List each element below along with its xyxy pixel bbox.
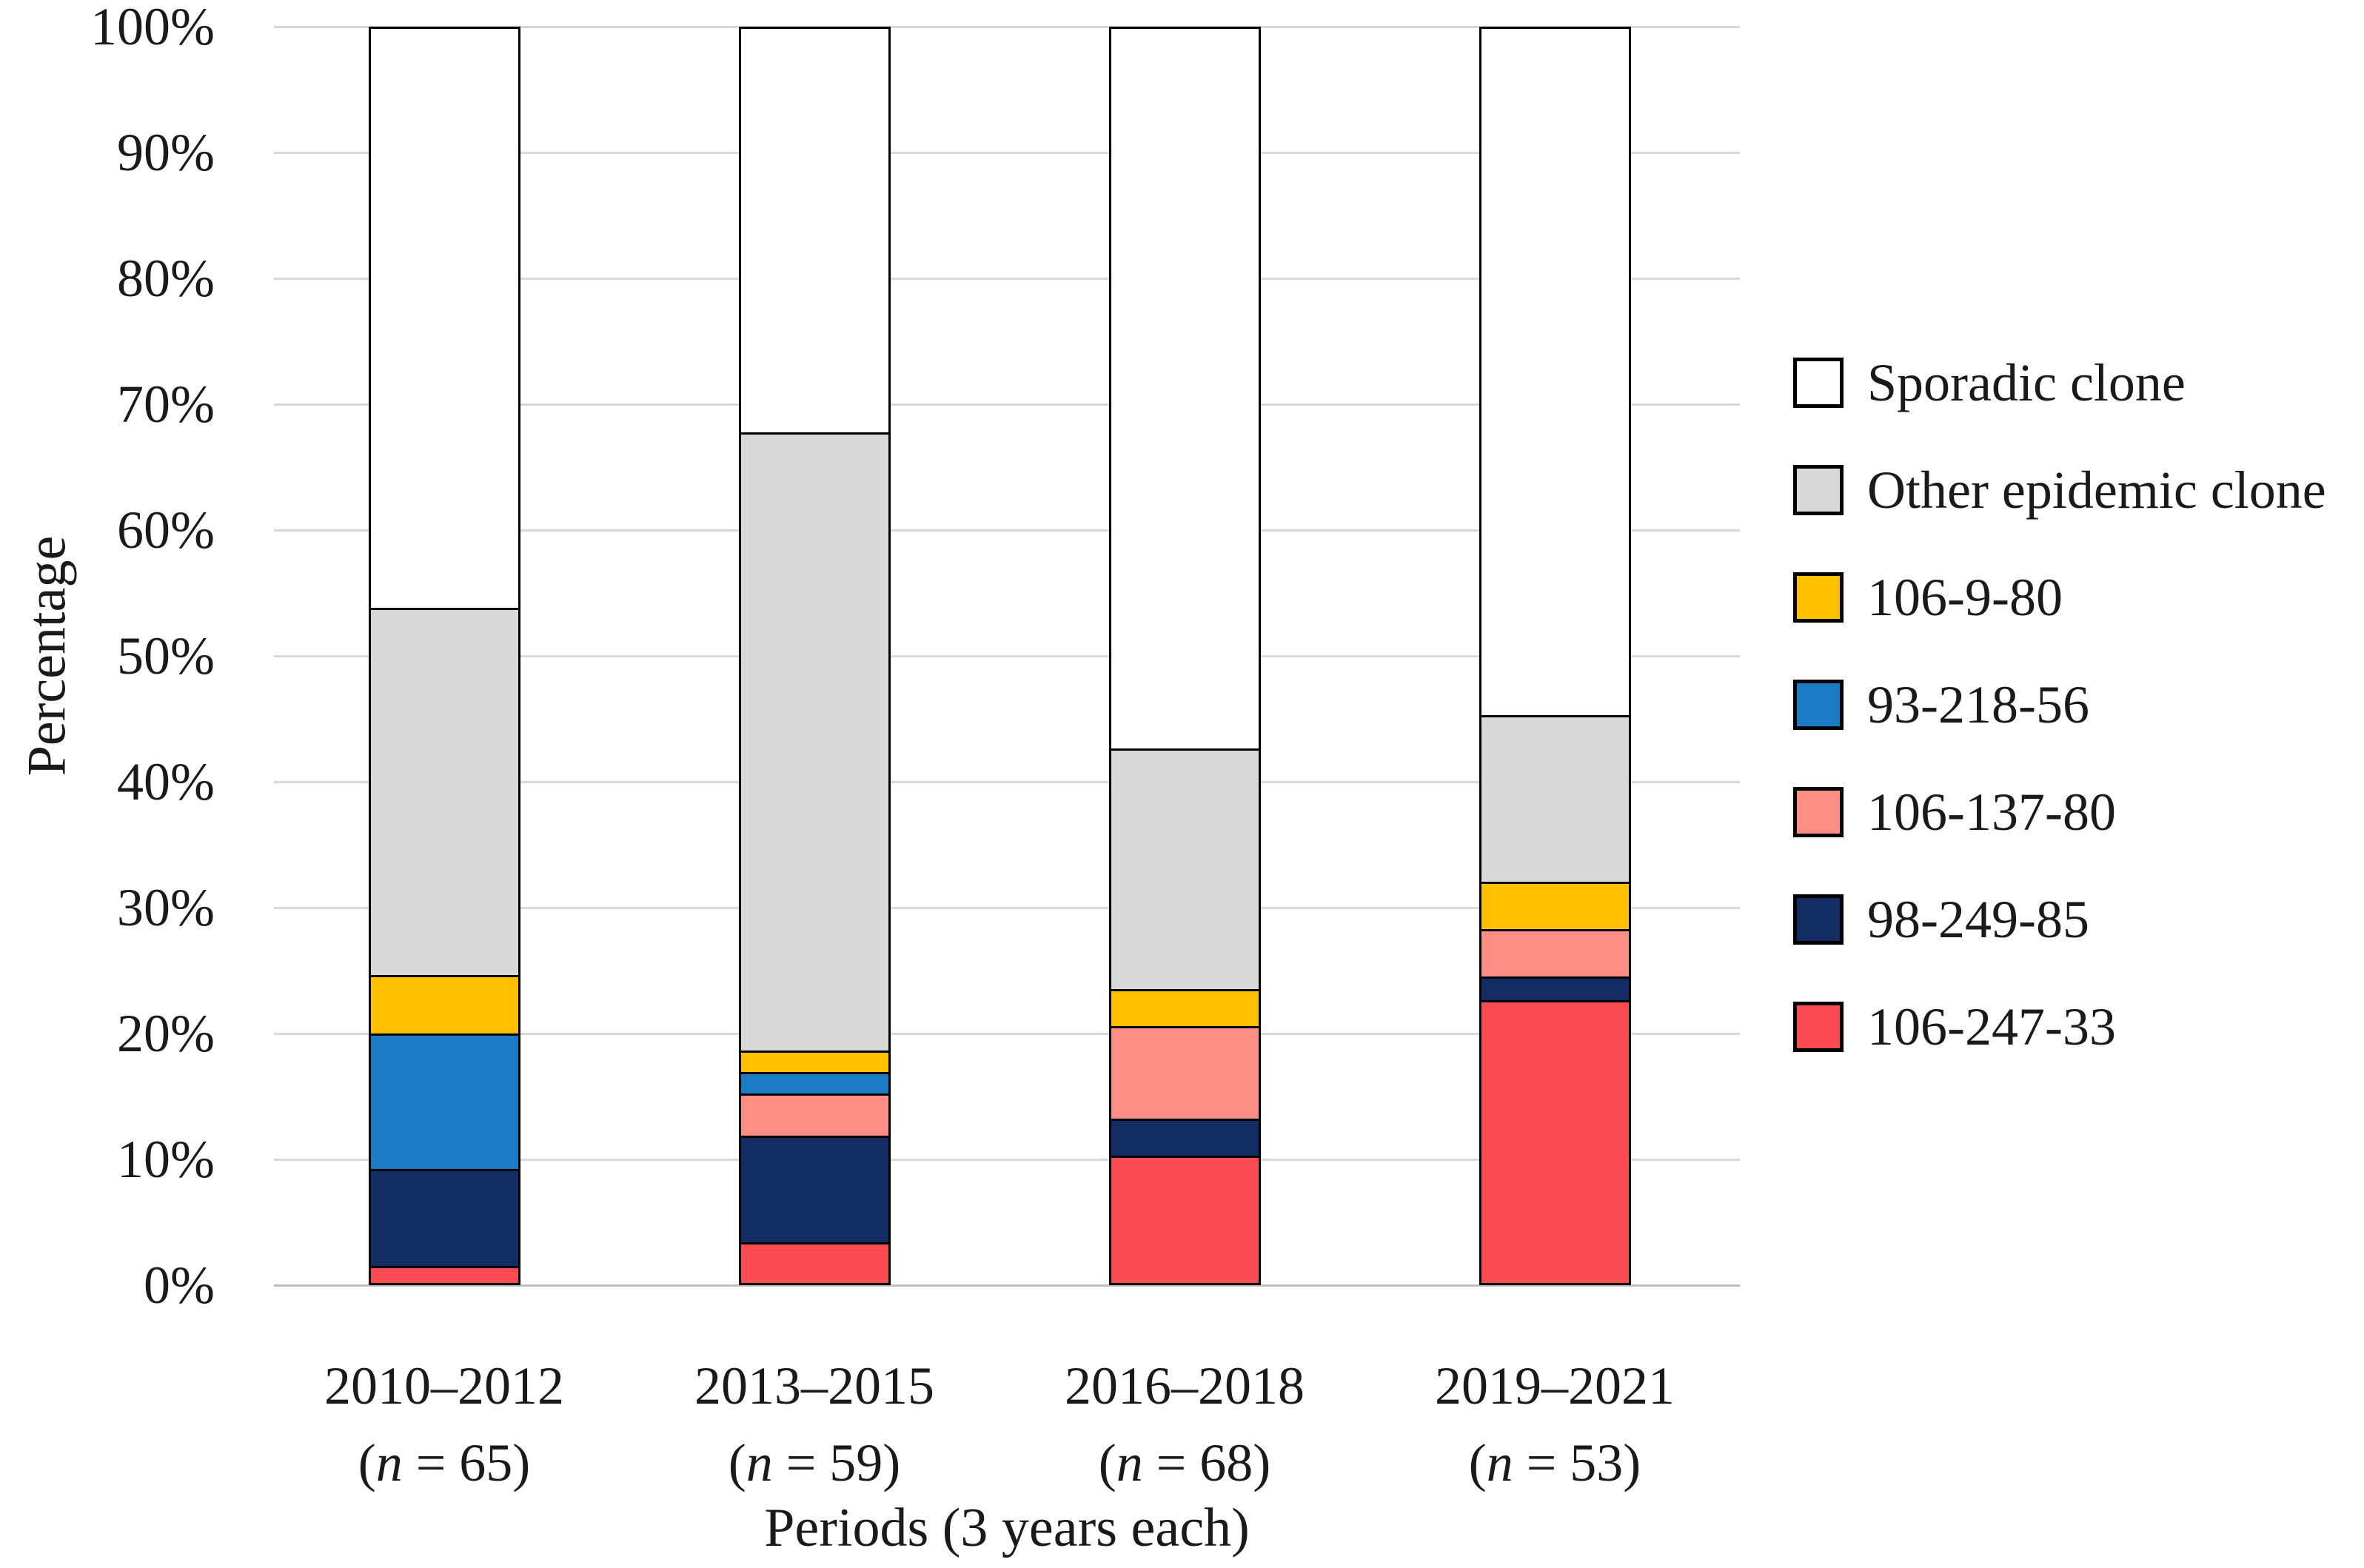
y-tick-label-40%: 40% bbox=[117, 752, 215, 811]
bar-segment-98-249-85 bbox=[1479, 976, 1631, 1003]
x-tick-label-2016–2018: 2016–2018 (n = 68) bbox=[948, 1355, 1422, 1494]
y-tick-label-10%: 10% bbox=[117, 1130, 215, 1189]
bar-segment-106-247-33 bbox=[1479, 1000, 1631, 1285]
x-tick-label-2010–2012: 2010–2012 (n = 65) bbox=[207, 1355, 681, 1494]
bar-segment-106-137-80 bbox=[1479, 928, 1631, 979]
gridline-50% bbox=[274, 654, 1740, 657]
bar-2016–2018 bbox=[1108, 27, 1261, 1285]
x-tick-years: 2013–2015 bbox=[694, 1356, 934, 1415]
bar-2019–2021 bbox=[1479, 27, 1631, 1285]
legend-swatch-icon bbox=[1793, 572, 1844, 623]
legend: Sporadic clone Other epidemic clone 106-9-… bbox=[1793, 354, 2326, 1056]
bar-segment-Other epidemic clone bbox=[368, 607, 520, 978]
y-tick-label-90%: 90% bbox=[117, 123, 215, 182]
legend-label: Sporadic clone bbox=[1867, 353, 2186, 412]
bar-2013–2015 bbox=[738, 27, 891, 1285]
bar-2010–2012 bbox=[368, 27, 520, 1285]
legend-swatch-icon bbox=[1793, 894, 1844, 945]
bar-segment-106-137-80 bbox=[1108, 1026, 1261, 1122]
x-tick-label-2013–2015: 2013–2015 (n = 59) bbox=[577, 1355, 1051, 1494]
bar-segment-Sporadic clone bbox=[738, 27, 891, 435]
legend-item-Other epidemic clone: Other epidemic clone bbox=[1793, 461, 2326, 519]
bar-segment-106-9-80 bbox=[368, 975, 520, 1036]
legend-item-Sporadic clone: Sporadic clone bbox=[1793, 354, 2326, 412]
legend-label: 106-9-80 bbox=[1867, 568, 2063, 627]
y-tick-label-100%: 100% bbox=[90, 0, 215, 56]
legend-item-106-9-80: 106-9-80 bbox=[1793, 569, 2326, 626]
legend-item-106-137-80: 106-137-80 bbox=[1793, 783, 2326, 841]
x-tick-years: 2010–2012 bbox=[324, 1356, 564, 1415]
x-tick-sample-size: (n = 68) bbox=[1098, 1433, 1271, 1492]
bar-segment-93-218-56 bbox=[368, 1033, 520, 1172]
y-tick-label-60%: 60% bbox=[117, 500, 215, 560]
x-axis-title: Periods (3 years each) bbox=[764, 1498, 1250, 1558]
x-tick-sample-size: (n = 65) bbox=[358, 1433, 531, 1492]
bar-segment-106-9-80 bbox=[1108, 989, 1261, 1029]
bar-segment-106-9-80 bbox=[1479, 881, 1631, 931]
legend-label: Other epidemic clone bbox=[1867, 460, 2326, 520]
legend-swatch-icon bbox=[1793, 680, 1844, 730]
gridline-30% bbox=[274, 906, 1740, 909]
gridline-40% bbox=[274, 780, 1740, 783]
gridline-20% bbox=[274, 1032, 1740, 1035]
y-tick-label-70%: 70% bbox=[117, 375, 215, 434]
bar-segment-Sporadic clone bbox=[1108, 27, 1261, 751]
bar-segment-98-249-85 bbox=[1108, 1119, 1261, 1159]
plot-area bbox=[274, 25, 1740, 1287]
legend-label: 93-218-56 bbox=[1867, 675, 2089, 734]
bar-segment-106-247-33 bbox=[368, 1265, 520, 1285]
bar-segment-93-218-56 bbox=[738, 1072, 891, 1096]
bar-segment-106-247-33 bbox=[738, 1242, 891, 1285]
legend-swatch-icon bbox=[1793, 465, 1844, 515]
y-tick-label-0%: 0% bbox=[144, 1256, 215, 1315]
x-tick-sample-size: (n = 59) bbox=[728, 1433, 901, 1492]
gridline-80% bbox=[274, 277, 1740, 280]
bar-segment-106-9-80 bbox=[738, 1051, 891, 1075]
bar-segment-Other epidemic clone bbox=[1108, 748, 1261, 992]
gridline-60% bbox=[274, 529, 1740, 532]
y-tick-label-50%: 50% bbox=[117, 626, 215, 686]
gridline-10% bbox=[274, 1158, 1740, 1161]
y-tick-label-20%: 20% bbox=[117, 1004, 215, 1063]
legend-label: 106-247-33 bbox=[1867, 997, 2116, 1056]
bar-segment-Other epidemic clone bbox=[738, 432, 891, 1053]
gridline-100% bbox=[274, 25, 1740, 28]
legend-swatch-icon bbox=[1793, 358, 1844, 408]
gridline-70% bbox=[274, 403, 1740, 406]
bar-segment-106-247-33 bbox=[1108, 1156, 1261, 1285]
x-tick-sample-size: (n = 53) bbox=[1468, 1433, 1641, 1492]
gridline-90% bbox=[274, 151, 1740, 154]
bar-segment-Sporadic clone bbox=[368, 27, 520, 610]
legend-label: 98-249-85 bbox=[1867, 890, 2089, 949]
gridline-0% bbox=[274, 1284, 1740, 1287]
x-tick-years: 2016–2018 bbox=[1065, 1356, 1305, 1415]
legend-swatch-icon bbox=[1793, 787, 1844, 837]
bar-segment-Sporadic clone bbox=[1479, 27, 1631, 718]
legend-item-93-218-56: 93-218-56 bbox=[1793, 676, 2326, 734]
bar-segment-98-249-85 bbox=[368, 1169, 520, 1268]
legend-label: 106-137-80 bbox=[1867, 783, 2116, 842]
y-tick-label-80%: 80% bbox=[117, 249, 215, 308]
legend-swatch-icon bbox=[1793, 1002, 1844, 1052]
legend-item-98-249-85: 98-249-85 bbox=[1793, 891, 2326, 948]
bar-segment-Other epidemic clone bbox=[1479, 715, 1631, 884]
y-tick-label-30%: 30% bbox=[117, 878, 215, 937]
x-tick-label-2019–2021: 2019–2021 (n = 53) bbox=[1318, 1355, 1792, 1494]
legend-item-106-247-33: 106-247-33 bbox=[1793, 998, 2326, 1056]
x-tick-years: 2019–2021 bbox=[1435, 1356, 1675, 1415]
bar-segment-98-249-85 bbox=[738, 1136, 891, 1245]
bar-segment-106-137-80 bbox=[738, 1093, 891, 1139]
